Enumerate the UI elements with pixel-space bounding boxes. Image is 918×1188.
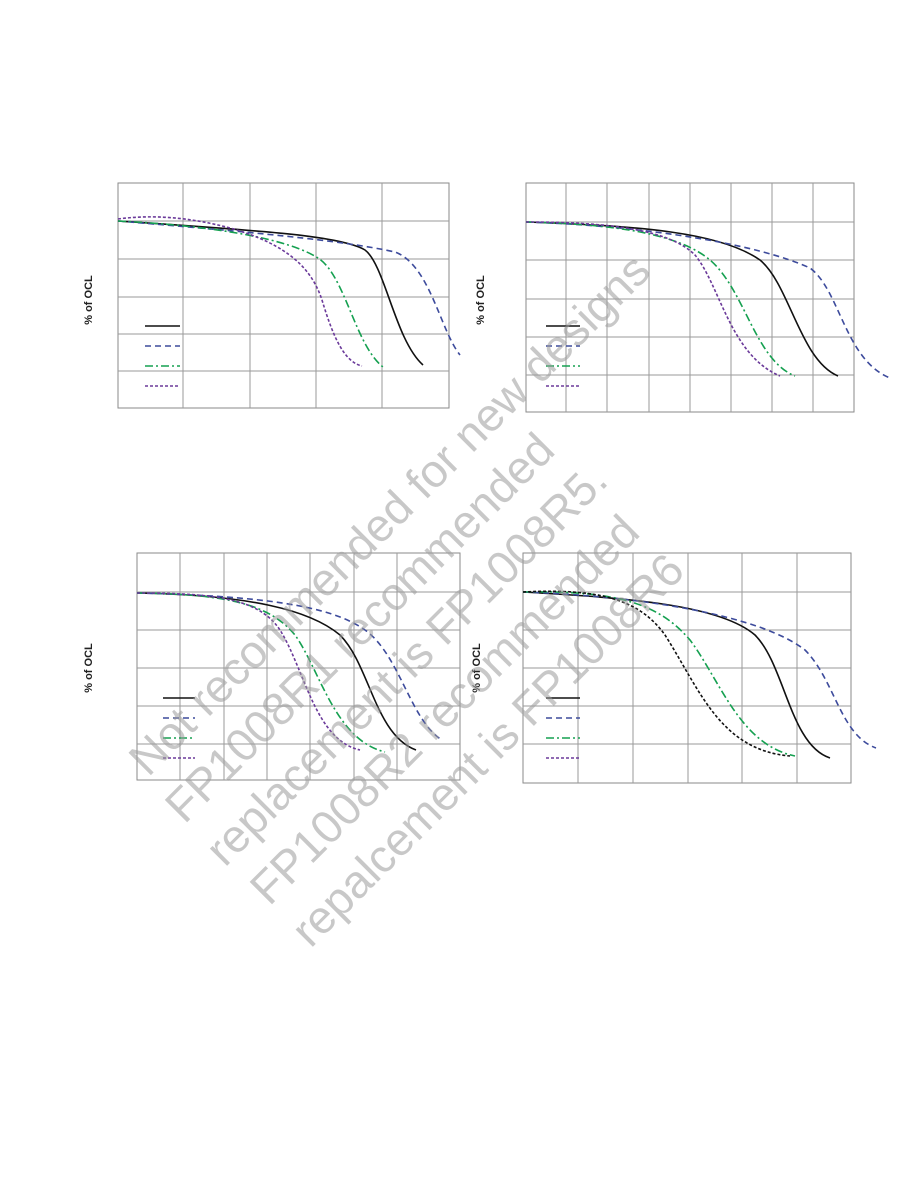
chart-panel: % of OCL [83,182,461,409]
y-axis-label: % of OCL [83,643,95,693]
curve [525,221,891,379]
curve [117,216,363,367]
y-axis-label: % of OCL [471,643,483,693]
legend [546,325,580,387]
curve [117,220,461,356]
plot-frame [136,552,461,781]
curve [136,592,443,741]
chart-panel: % of OCL [83,552,461,781]
watermark: Not recommended for new designs FP1008R1… [119,244,694,956]
legend [145,325,180,387]
grid [526,183,854,412]
chart-panel: % of OCL [471,552,877,784]
grid [523,553,851,783]
curve [117,220,424,366]
y-axis-label: % of OCL [475,275,487,325]
curve [525,221,796,377]
plot-frame [117,182,450,409]
legend [163,697,195,759]
chart-panel: % of OCL [475,182,891,413]
curve [525,221,781,377]
curve [136,592,361,751]
y-axis-label: % of OCL [83,275,95,325]
legend [546,697,580,759]
curve [136,592,386,753]
grid [118,183,449,408]
curve [117,220,384,368]
curve [522,590,791,757]
